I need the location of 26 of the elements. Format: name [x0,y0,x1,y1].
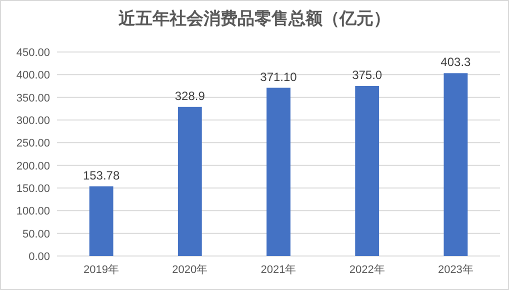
x-tick-label: 2021年 [260,264,296,276]
y-tick-label: 250.00 [16,138,50,150]
y-tick-label: 350.00 [16,92,50,104]
y-tick-label: 400.00 [16,70,50,82]
data-label: 328.9 [174,88,206,103]
y-tick-label: 0.00 [28,251,50,263]
chart-title: 近五年社会消费品零售总额（亿元） [118,9,390,28]
bar [89,186,114,256]
y-tick-label: 50.00 [22,228,50,240]
x-tick-label: 2022年 [349,264,385,276]
y-tick-label: 100.00 [16,206,50,218]
data-label: 403.3 [440,55,472,70]
data-label: 375.0 [352,68,382,82]
x-tick-label: 2020年 [172,264,208,276]
data-label: 371.10 [260,70,298,84]
bar [178,106,202,256]
y-tick-label: 200.00 [16,160,50,172]
data-label: 153.78 [82,168,120,182]
y-tick-label: 450.00 [16,47,50,59]
bar [355,86,380,256]
y-tick-label: 300.00 [16,115,50,127]
bar [266,88,290,256]
y-tick-label: 150.00 [16,183,50,195]
x-tick-label: 2019年 [84,264,120,276]
x-tick-label: 2023年 [438,264,474,276]
bar [444,73,468,256]
